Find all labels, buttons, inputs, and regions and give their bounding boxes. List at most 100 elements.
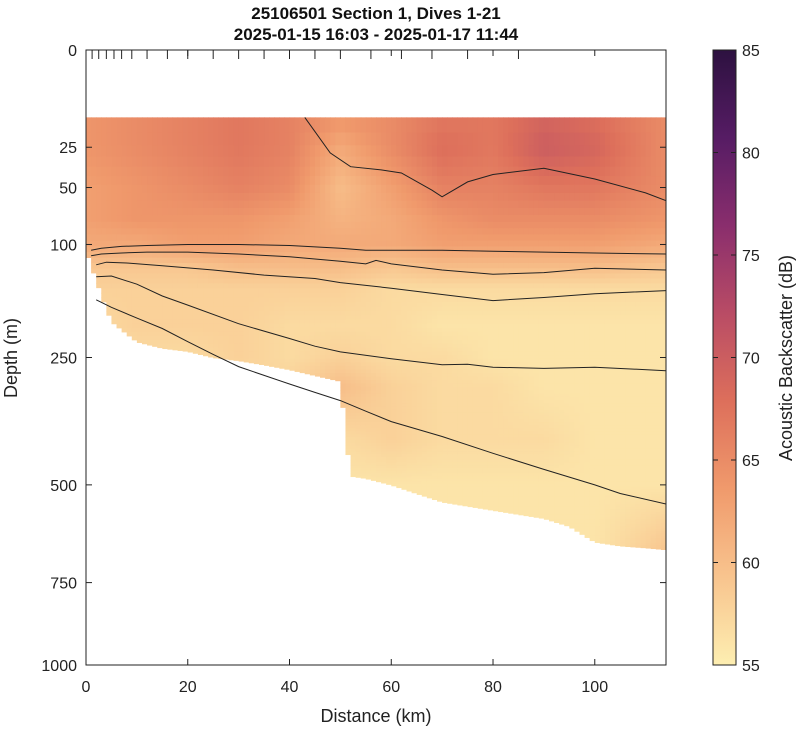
field-cell: [314, 240, 321, 248]
field-cell: [421, 393, 428, 398]
field-cell: [431, 310, 438, 316]
field-cell: [355, 351, 362, 356]
field-cell: [248, 246, 255, 253]
field-cell: [360, 319, 367, 325]
field-cell: [406, 335, 413, 341]
field-cell: [462, 396, 469, 401]
field-cell: [345, 390, 352, 395]
field-cell: [431, 117, 438, 134]
field-cell: [391, 481, 397, 485]
field-cell: [503, 403, 509, 408]
field-cell: [472, 451, 479, 455]
field-cell: [289, 117, 296, 134]
field-cell: [279, 347, 286, 352]
field-cell: [238, 323, 245, 329]
field-cell: [477, 468, 484, 472]
field-cell: [238, 145, 245, 158]
field-cell: [314, 176, 321, 186]
field-cell: [182, 263, 189, 269]
field-cell: [258, 283, 265, 289]
field-cell: [264, 302, 270, 308]
field-cell: [401, 412, 408, 417]
field-cell: [192, 278, 199, 284]
field-cell: [493, 288, 499, 294]
field-cell: [447, 339, 453, 345]
field-cell: [360, 208, 367, 216]
field-cell: [197, 278, 204, 284]
field-cell: [314, 358, 321, 363]
field-cell: [218, 215, 224, 223]
field-cell: [487, 215, 494, 223]
field-cell: [493, 252, 499, 259]
field-cell: [396, 454, 403, 458]
field-cell: [498, 383, 504, 388]
field-cell: [406, 278, 413, 284]
field-cell: [376, 288, 382, 294]
field-cell: [264, 306, 270, 312]
field-cell: [462, 412, 469, 417]
field-cell: [91, 176, 97, 186]
field-cell: [493, 468, 499, 472]
field-cell: [187, 166, 194, 177]
field-cell: [238, 184, 245, 194]
field-cell: [518, 431, 525, 435]
field-cell: [406, 468, 413, 472]
field-cell: [177, 347, 184, 351]
field-cell: [503, 506, 509, 510]
field-cell: [401, 434, 408, 438]
field-cell: [157, 176, 163, 186]
field-cell: [126, 234, 133, 242]
field-cell: [213, 221, 219, 229]
field-cell: [498, 358, 504, 363]
field-cell: [345, 403, 352, 408]
field-cell: [482, 496, 489, 501]
field-cell: [482, 468, 489, 472]
field-cell: [325, 365, 331, 371]
field-cell: [482, 465, 489, 469]
field-cell: [437, 315, 443, 321]
field-cell: [213, 343, 219, 349]
field-cell: [360, 400, 367, 404]
field-cell: [503, 470, 509, 475]
field-cell: [228, 283, 235, 289]
field-cell: [381, 268, 387, 275]
field-cell: [447, 473, 453, 477]
field-cell: [238, 292, 245, 299]
field-cell: [518, 454, 525, 458]
field-cell: [376, 240, 382, 248]
field-cell: [345, 166, 352, 177]
field-cell: [238, 263, 245, 269]
field-cell: [289, 156, 296, 168]
field-cell: [264, 283, 270, 289]
field-cell: [131, 297, 138, 303]
field-cell: [218, 156, 224, 168]
field-cell: [157, 252, 163, 259]
field-cell: [325, 306, 331, 312]
field-cell: [304, 221, 311, 229]
field-cell: [421, 442, 428, 447]
field-cell: [253, 176, 260, 186]
field-cell: [233, 166, 240, 177]
field-cell: [508, 132, 514, 146]
field-cell: [442, 228, 448, 236]
field-cell: [141, 176, 148, 186]
field-cell: [431, 373, 438, 378]
field-cell: [493, 425, 499, 429]
field-cell: [447, 431, 453, 435]
field-cell: [152, 234, 158, 242]
field-cell: [421, 263, 428, 269]
field-cell: [157, 297, 163, 303]
field-cell: [370, 358, 377, 363]
field-cell: [182, 200, 189, 209]
field-cell: [269, 315, 275, 321]
field-cell: [365, 278, 372, 284]
field-cell: [462, 465, 469, 469]
field-cell: [335, 184, 341, 194]
field-cell: [462, 246, 469, 253]
field-cell: [223, 351, 230, 356]
field-cell: [248, 221, 255, 229]
field-cell: [203, 184, 209, 194]
field-cell: [350, 393, 357, 398]
field-cell: [503, 343, 509, 349]
field-cell: [350, 310, 357, 316]
